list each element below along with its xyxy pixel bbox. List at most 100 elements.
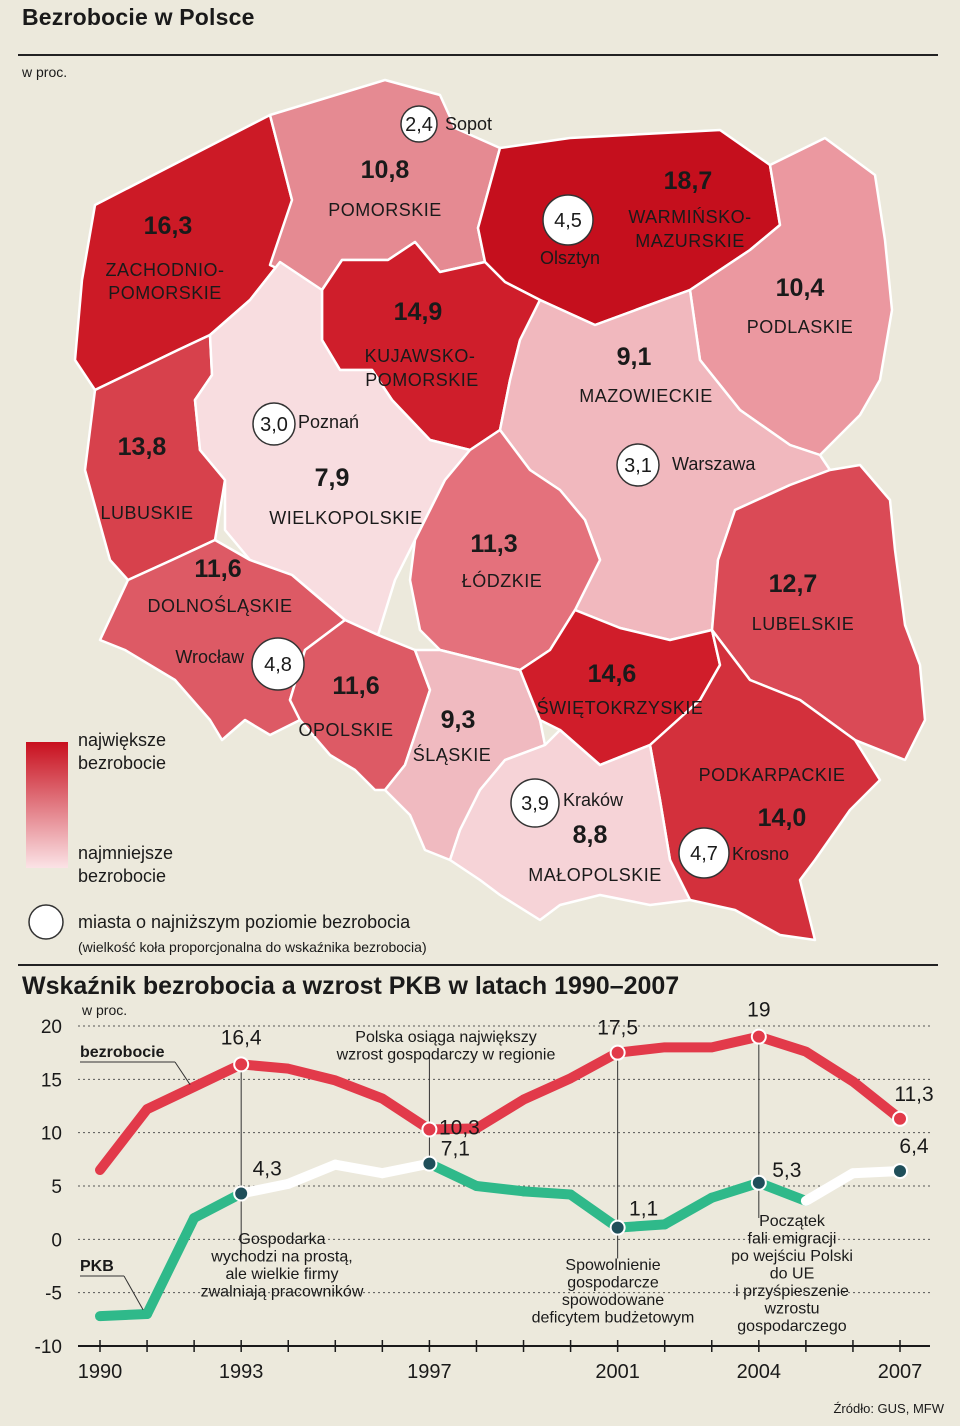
source-note: Źródło: GUS, MFW	[833, 1401, 944, 1416]
city-marker-poznan[interactable]	[252, 402, 296, 446]
y-axis-unit: w proc.	[81, 1002, 127, 1018]
annotation-text: ale wielkie firmy	[226, 1266, 339, 1283]
data-point-pkb[interactable]	[892, 1163, 908, 1180]
region-name-mazowieckie: MAZOWIECKIE	[579, 386, 713, 406]
legend-color-scale	[26, 742, 68, 868]
region-value-zachodniopomorskie: 16,3	[144, 212, 193, 240]
region-name-malopolskie: MAŁOPOLSKIE	[528, 865, 662, 885]
region-name-kujawsko-pomorskie: KUJAWSKO-	[365, 346, 476, 366]
series-segment-pkb	[95, 1309, 153, 1322]
page-title: Bezrobocie w Polsce	[22, 4, 255, 30]
series-segment-pkb	[753, 1177, 811, 1206]
region-name-warminsko-mazurskie-2: MAZURSKIE	[635, 231, 745, 251]
data-label-bezrobocie: 10,3	[439, 1116, 480, 1139]
data-point-bezrobocie[interactable]	[233, 1056, 250, 1073]
title-divider	[18, 54, 938, 56]
region-value-lodzkie: 11,3	[470, 530, 517, 558]
annotation-text: wzrostu	[763, 1301, 819, 1318]
series-segment-pkb	[377, 1158, 435, 1179]
y-tick-label: -5	[45, 1284, 62, 1305]
x-tick-label: 1997	[407, 1361, 452, 1383]
data-label-pkb: 7,1	[441, 1138, 470, 1161]
series-segment-pkb	[142, 1213, 200, 1319]
region-name-kujawsko-pomorskie-2: POMORSKIE	[365, 370, 479, 390]
series-segment-pkb	[518, 1186, 576, 1200]
region-value-wielkopolskie: 7,9	[315, 464, 350, 492]
region-value-malopolskie: 8,8	[573, 821, 608, 849]
series-segment-pkb	[236, 1178, 294, 1199]
map-unit-label: w proc.	[22, 64, 68, 80]
annotation-text: zwalniają pracowników	[201, 1284, 364, 1301]
series-segment-pkb	[706, 1177, 764, 1203]
data-label-pkb: 6,4	[899, 1135, 929, 1158]
y-tick-label: -10	[35, 1337, 62, 1358]
annotation-text: fali emigracji	[748, 1231, 837, 1248]
data-point-bezrobocie[interactable]	[421, 1121, 438, 1138]
annotation-text: spowodowane	[562, 1292, 664, 1309]
x-tick-label: 1993	[219, 1361, 264, 1383]
x-tick-label: 2007	[878, 1361, 923, 1383]
city-name-krakow: Kraków	[563, 790, 624, 810]
series-line-bezrobocie	[95, 1031, 905, 1175]
annotation-text: wychodzi na prostą,	[210, 1249, 352, 1266]
city-value-wroclaw: 4,8	[264, 654, 292, 676]
legend-top-label: największe bezrobocie	[78, 730, 167, 773]
series-segment-pkb	[659, 1192, 717, 1230]
chart-title: Wskaźnik bezrobocia a wzrost PKB w latac…	[22, 972, 680, 1000]
city-marker-krosno[interactable]	[678, 827, 730, 879]
city-value-sopot: 2,4	[405, 114, 433, 136]
data-point-bezrobocie[interactable]	[609, 1044, 626, 1061]
region-value-slaskie: 9,3	[441, 706, 476, 734]
city-value-poznan: 3,0	[260, 414, 288, 436]
city-marker-sopot[interactable]	[400, 105, 438, 143]
region-value-pomorskie: 10,8	[361, 156, 410, 184]
legend-circle-note: (wielkość koła proporcjonalna do wskaźni…	[78, 939, 427, 955]
city-name-olsztyn: Olsztyn	[540, 248, 600, 268]
region-name-zachodniopomorskie-2: POMORSKIE	[108, 283, 222, 303]
data-label-bezrobocie: 19	[747, 999, 770, 1022]
annotation-text: Spowolnienie	[565, 1257, 660, 1274]
city-marker-wroclaw[interactable]	[251, 637, 305, 691]
x-tick-label: 1990	[78, 1361, 123, 1383]
annotation-text: Polska osiąga największy	[355, 1029, 536, 1046]
data-point-bezrobocie[interactable]	[750, 1028, 767, 1045]
data-point-pkb[interactable]	[233, 1185, 250, 1202]
region-name-podlaskie: PODLASKIE	[747, 317, 854, 337]
region-name-pomorskie: POMORSKIE	[328, 200, 442, 220]
region-name-warminsko-mazurskie: WARMIŃSKO-	[628, 207, 751, 227]
region-value-podkarpackie: 14,0	[758, 804, 807, 832]
city-name-poznan: Poznań	[298, 412, 359, 432]
city-marker-warszawa[interactable]	[616, 443, 660, 487]
region-malopolskie[interactable]	[448, 728, 692, 922]
city-value-olsztyn: 4,5	[554, 210, 582, 232]
city-value-krakow: 3,9	[521, 793, 549, 815]
city-marker-krakow[interactable]	[510, 778, 560, 828]
data-point-pkb[interactable]	[750, 1174, 767, 1191]
region-value-dolnoslaskie: 11,6	[194, 555, 241, 583]
data-point-bezrobocie[interactable]	[892, 1110, 908, 1127]
data-label-pkb: 5,3	[772, 1159, 801, 1182]
legend-circle-label: miasta o najniższym poziomie bezrobocia	[78, 912, 411, 932]
series-label-bezrobocie: bezrobocie	[80, 1044, 165, 1061]
region-name-lodzkie: ŁÓDZKIE	[462, 570, 543, 591]
section-divider	[18, 964, 938, 966]
y-tick-label: 15	[41, 1070, 62, 1091]
y-tick-label: 20	[41, 1017, 62, 1038]
series-segment-pkb	[189, 1188, 247, 1223]
city-name-sopot: Sopot	[445, 114, 492, 134]
region-name-dolnoslaskie: DOLNOŚLĄSKIE	[147, 595, 292, 616]
data-point-pkb[interactable]	[609, 1219, 626, 1236]
x-tick-label: 2001	[595, 1361, 640, 1383]
city-marker-olsztyn[interactable]	[542, 194, 594, 246]
data-label-pkb: 1,1	[629, 1198, 658, 1221]
region-name-lubelskie: LUBELSKIE	[752, 614, 855, 634]
region-name-podkarpackie: PODKARPACKIE	[699, 765, 846, 785]
annotation-text: gospodarczego	[737, 1318, 847, 1335]
data-point-pkb[interactable]	[421, 1155, 438, 1172]
series-segment-pkb	[424, 1158, 482, 1191]
y-tick-label: 10	[41, 1124, 62, 1145]
region-value-kujawsko-pomorskie: 14,9	[394, 298, 443, 326]
poland-map: 16,3 ZACHODNIO- POMORSKIE 10,8 POMORSKIE…	[26, 78, 927, 942]
annotation-text: i przyśpieszenie	[735, 1283, 849, 1300]
series-segment-pkb	[565, 1189, 623, 1233]
